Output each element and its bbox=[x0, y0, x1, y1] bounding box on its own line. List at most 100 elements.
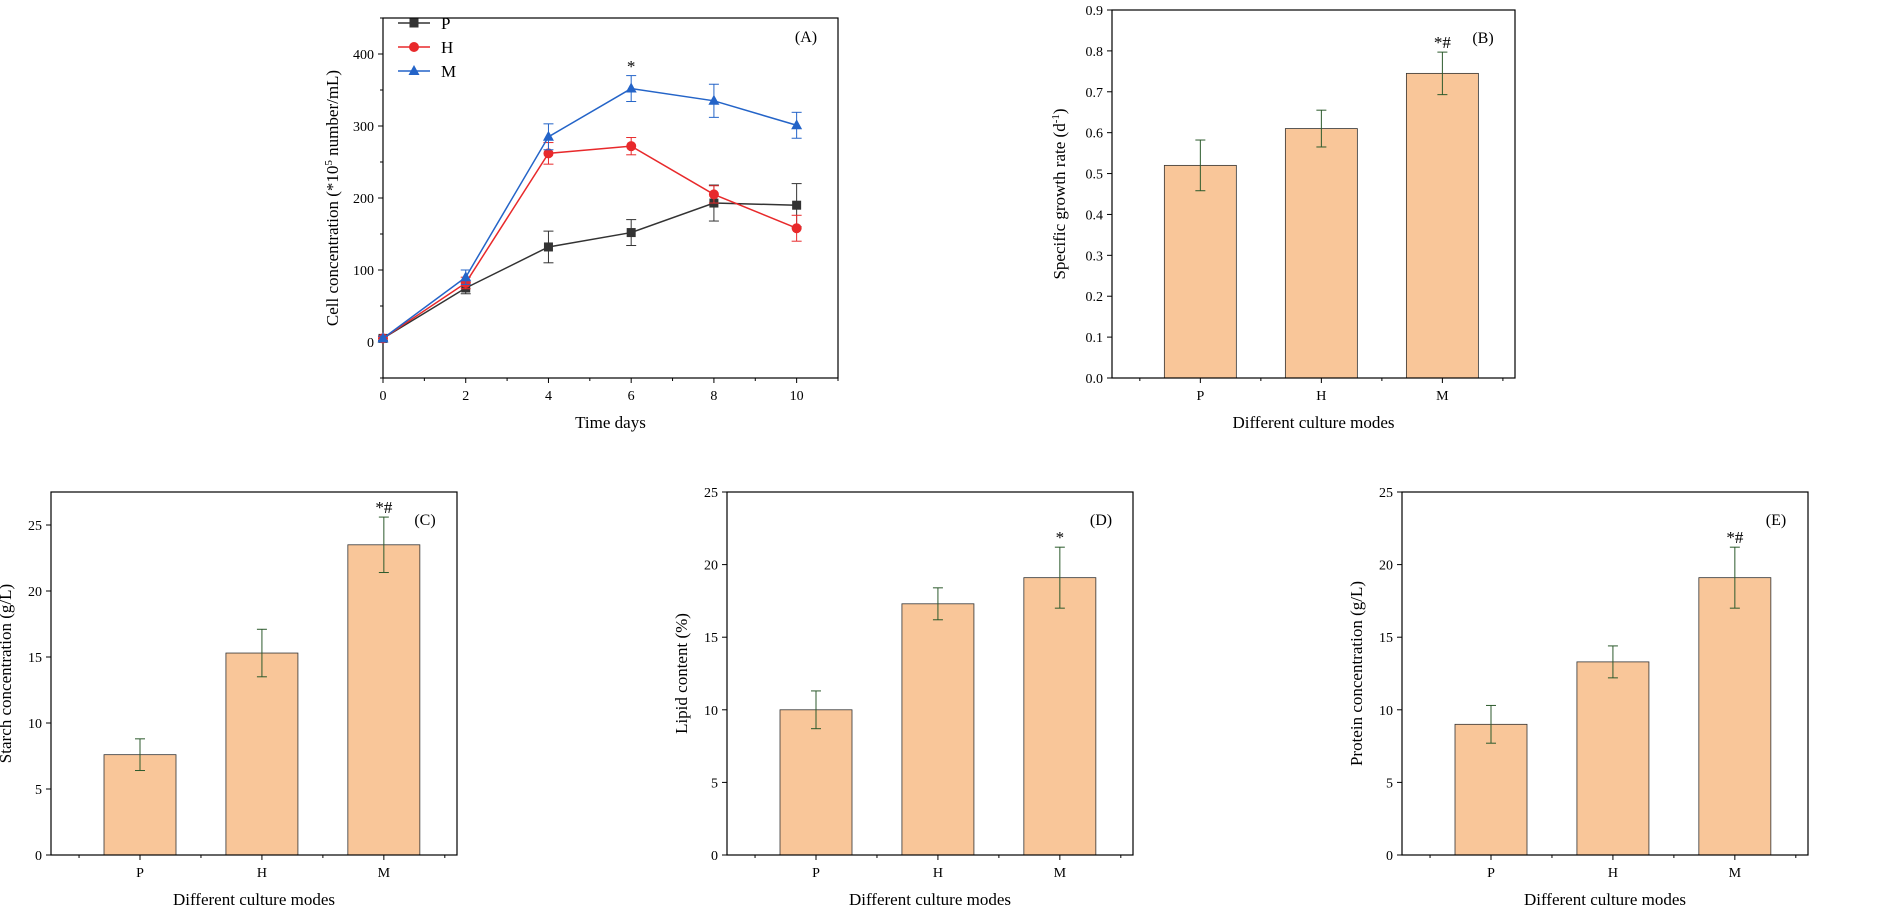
bar-H bbox=[225, 652, 299, 856]
panel-label: (B) bbox=[1472, 30, 1493, 47]
x-tick-label: P bbox=[136, 866, 144, 881]
legend: PHM bbox=[398, 14, 456, 81]
y-tick-label: 100 bbox=[353, 264, 374, 279]
marker-M bbox=[377, 332, 389, 343]
y-tick-label: 10 bbox=[28, 717, 42, 732]
y-tick-label: 0.2 bbox=[1086, 290, 1104, 305]
panel-d-lipid-content: P H * M 0 5 10 15 20 25 (D) Different culture modes… bbox=[672, 486, 1134, 909]
panel-label: (C) bbox=[414, 512, 435, 529]
y-tick-label: 0.9 bbox=[1086, 4, 1104, 19]
y-axis-label-main: Starch concentration (g/L) bbox=[0, 584, 15, 763]
y-tick-label: 0.6 bbox=[1086, 127, 1104, 142]
series-line-M bbox=[382, 87, 797, 340]
y-tick-label: 10 bbox=[704, 704, 718, 719]
marker-H bbox=[626, 141, 637, 152]
bar-H bbox=[901, 603, 975, 856]
y-tick-label: 5 bbox=[711, 776, 718, 791]
bar-M bbox=[347, 544, 421, 856]
x-tick-label: P bbox=[1487, 866, 1495, 881]
marker-H bbox=[409, 42, 419, 52]
bar-H bbox=[1284, 128, 1358, 379]
y-tick-label: 300 bbox=[353, 120, 374, 135]
x-tick-label: M bbox=[1729, 866, 1742, 881]
significance-marker-M: *# bbox=[1726, 528, 1744, 547]
y-tick-label: 25 bbox=[28, 519, 42, 534]
x-tick-label: H bbox=[1316, 389, 1326, 404]
bar-P bbox=[1454, 723, 1528, 856]
y-tick-label: 25 bbox=[704, 486, 718, 501]
y-axis-label-main: Protein concentration (g/L) bbox=[1347, 581, 1366, 766]
significance-marker-M: * bbox=[1056, 528, 1065, 547]
panel-label: (D) bbox=[1090, 512, 1112, 529]
significance-marker-M: *# bbox=[375, 498, 393, 517]
y-axis-label: Specific growth rate (d-1) bbox=[1050, 108, 1069, 279]
y-axis-label-tail: ) bbox=[1050, 108, 1069, 114]
x-tick-label: 2 bbox=[462, 389, 469, 404]
bar-P bbox=[1163, 164, 1237, 379]
plot-frame bbox=[726, 491, 1134, 856]
marker-M bbox=[625, 82, 637, 93]
x-axis-label: Different culture modes bbox=[1524, 890, 1686, 909]
x-tick-label: M bbox=[378, 866, 391, 881]
marker-P bbox=[409, 18, 419, 28]
y-tick-label: 10 bbox=[1379, 704, 1393, 719]
marker-H bbox=[708, 189, 719, 200]
x-tick-label: 10 bbox=[790, 389, 804, 404]
x-axis-label: Different culture modes bbox=[173, 890, 335, 909]
x-tick-label: H bbox=[933, 866, 943, 881]
y-axis-label-main: Cell concentration (*10 bbox=[323, 166, 342, 327]
series-line-P bbox=[382, 202, 797, 340]
y-tick-label: 0 bbox=[367, 336, 374, 351]
marker-P bbox=[792, 200, 802, 210]
y-axis-label: Lipid content (%) bbox=[672, 613, 691, 734]
y-tick-label: 20 bbox=[28, 585, 42, 600]
significance-marker-M: *# bbox=[1434, 33, 1452, 52]
plot-frame bbox=[1111, 9, 1516, 379]
y-axis-label-tail: number/mL) bbox=[323, 70, 342, 160]
y-tick-label: 25 bbox=[1379, 486, 1393, 501]
marker-P bbox=[626, 228, 636, 238]
x-tick-label: M bbox=[1436, 389, 1449, 404]
panel-c-starch-concentration: P H *# M 0 5 10 15 20 25 (C) Different culture mode… bbox=[0, 491, 458, 909]
y-tick-label: 0 bbox=[1386, 849, 1393, 864]
x-axis-label: Time days bbox=[575, 413, 646, 432]
marker-M bbox=[708, 94, 720, 105]
x-axis-label: Different culture modes bbox=[1232, 413, 1394, 432]
y-tick-label: 0.7 bbox=[1086, 86, 1104, 101]
y-axis-label-main: Specific growth rate (d bbox=[1050, 123, 1069, 280]
marker-M bbox=[791, 119, 803, 130]
x-tick-label: 4 bbox=[545, 389, 552, 404]
y-axis-label: Starch concentration (g/L) bbox=[0, 584, 15, 763]
x-tick-label: 6 bbox=[628, 389, 635, 404]
y-tick-label: 15 bbox=[704, 631, 718, 646]
y-axis-label-superscript: -1 bbox=[1050, 114, 1062, 123]
x-tick-label: P bbox=[812, 866, 820, 881]
panel-e-protein-concentration: P H *# M 0 5 10 15 20 25 (E) Different culture mode… bbox=[1347, 486, 1809, 909]
y-axis-label: Protein concentration (g/L) bbox=[1347, 581, 1366, 766]
y-tick-label: 0.4 bbox=[1086, 208, 1104, 223]
bar-M bbox=[1405, 72, 1479, 379]
marker-H bbox=[791, 223, 802, 234]
y-tick-label: 0.5 bbox=[1086, 168, 1104, 183]
series-line-H bbox=[382, 145, 797, 340]
x-tick-label: P bbox=[1196, 389, 1204, 404]
y-axis-label-main: Lipid content (%) bbox=[672, 613, 691, 734]
panel-b-specific-growth-rate: P H *# M 0.0 0.1 0.2 0.3 0.4 0.5 0.6 0.7 0.8 0.9 (B) Di… bbox=[1050, 4, 1516, 432]
x-tick-label: 8 bbox=[710, 389, 717, 404]
bar-M bbox=[1698, 577, 1772, 856]
x-tick-label: 0 bbox=[380, 389, 387, 404]
y-tick-label: 20 bbox=[1379, 559, 1393, 574]
marker-M bbox=[408, 65, 420, 75]
y-tick-label: 20 bbox=[704, 559, 718, 574]
y-tick-label: 0.0 bbox=[1086, 372, 1104, 387]
marker-M bbox=[460, 271, 472, 282]
bar-H bbox=[1576, 661, 1650, 856]
y-axis-label-superscript: 5 bbox=[323, 160, 335, 166]
y-tick-label: 5 bbox=[35, 783, 42, 798]
legend-label-M: M bbox=[441, 62, 456, 81]
legend-label-P: P bbox=[441, 14, 450, 33]
bar-P bbox=[779, 709, 853, 856]
series-M bbox=[377, 75, 803, 343]
y-tick-label: 5 bbox=[1386, 776, 1393, 791]
